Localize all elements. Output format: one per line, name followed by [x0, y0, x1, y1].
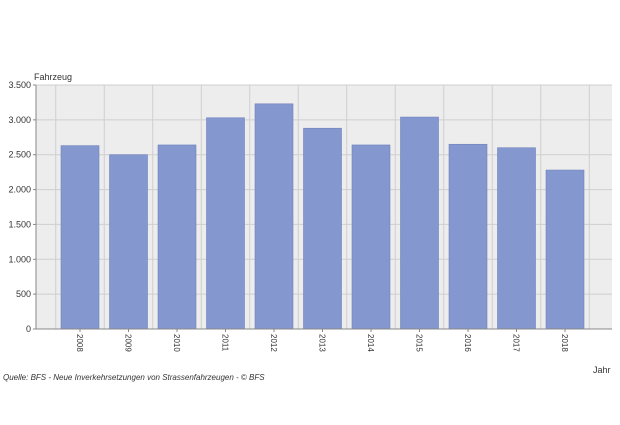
x-tick-label: 2009 [124, 334, 133, 352]
y-tick-label: 1.500 [8, 219, 31, 229]
y-tick-label: 2.500 [8, 150, 31, 160]
bar-2008 [60, 145, 100, 330]
bar-2009 [109, 154, 148, 330]
y-tick-label: 500 [16, 289, 31, 299]
bar-2015 [400, 116, 439, 330]
x-tick-label: 2012 [269, 334, 278, 352]
y-tick-label: 3.500 [8, 80, 31, 90]
x-tick-label: 2010 [172, 334, 181, 352]
bar-2016 [448, 143, 488, 330]
y-axis-label: Fahrzeug [34, 72, 73, 82]
y-tick-label: 1.000 [8, 254, 31, 264]
bar-2011 [206, 117, 245, 330]
x-tick-label: 2011 [221, 334, 230, 352]
x-tick-labels: 2008 2009 2010 2011 2012 2013 2014 2015 2016 2017… [75, 329, 569, 352]
x-axis-label: Jahr [593, 365, 611, 375]
y-tick-label: 3.000 [8, 115, 31, 125]
x-tick-label: 2018 [560, 334, 569, 352]
bar-2014 [351, 144, 391, 330]
bar-2017 [497, 147, 536, 330]
bars [60, 103, 585, 330]
x-tick-label: 2016 [463, 334, 472, 352]
y-tick-label: 0 [26, 324, 31, 334]
x-tick-label: 2008 [75, 334, 84, 352]
y-tick-label: 2.000 [8, 185, 31, 195]
bar-2013 [303, 127, 342, 330]
bar-2012 [254, 103, 294, 330]
x-tick-label: 2015 [415, 334, 424, 352]
x-tick-label: 2014 [366, 334, 375, 352]
source-note: Quelle: BFS - Neue Inverkehrsetzungen vo… [3, 373, 265, 382]
x-tick-label: 2013 [318, 334, 327, 352]
y-tick-labels: 0 500 1.000 1.500 2.000 2.500 3.000 3.500 [8, 80, 36, 334]
bar-2010 [157, 144, 197, 330]
bar-2018 [545, 169, 585, 330]
x-tick-label: 2017 [512, 334, 521, 352]
